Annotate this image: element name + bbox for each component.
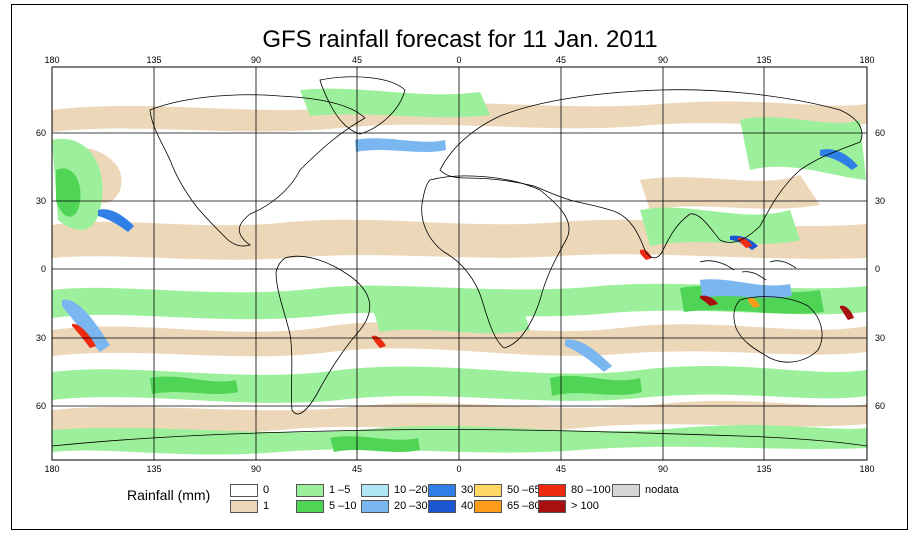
- lon-label: 45: [352, 55, 362, 65]
- lat-label: 0: [41, 264, 46, 274]
- indonesia-outline: [699, 260, 797, 281]
- legend-swatch: [428, 484, 456, 497]
- lon-label: 180: [44, 55, 59, 65]
- lon-label: 135: [146, 464, 161, 474]
- legend-swatch: [230, 500, 258, 513]
- figure-frame: [11, 4, 908, 530]
- legend-swatch: [361, 484, 389, 497]
- land-outlines: [52, 76, 867, 447]
- legend-label: 80 –100: [571, 484, 611, 496]
- legend-label: 0: [263, 484, 270, 496]
- lat-label: 30: [875, 196, 885, 206]
- lon-label: 90: [658, 55, 668, 65]
- lon-label: 90: [251, 464, 261, 474]
- lon-label: 135: [146, 55, 161, 65]
- lon-label: 180: [44, 464, 59, 474]
- lon-label: 135: [756, 464, 771, 474]
- lon-labels-bottom: 180 135 90 45 0 45 90 135 180: [44, 464, 874, 474]
- legend-swatch: [296, 484, 324, 497]
- graticule: [52, 67, 867, 460]
- lat-label: 0: [875, 264, 880, 274]
- legend-label: 20 –30: [394, 500, 428, 512]
- legend-label: 50 –65: [507, 484, 541, 496]
- legend-label: 1: [263, 500, 270, 512]
- lon-label: 45: [556, 55, 566, 65]
- lon-label: 180: [859, 55, 874, 65]
- rain-heavy-blue: [62, 138, 858, 372]
- legend-swatch: [474, 484, 502, 497]
- legend-label: > 100: [571, 500, 599, 512]
- legend-swatch: [538, 484, 566, 497]
- lon-label: 90: [251, 55, 261, 65]
- north-america-outline: [149, 94, 366, 247]
- lon-label: 0: [456, 464, 461, 474]
- lat-label: 30: [875, 333, 885, 343]
- rain-extreme-red: [72, 237, 854, 348]
- legend-label: nodata: [645, 484, 679, 496]
- legend-title: Rainfall (mm): [127, 487, 211, 503]
- lat-label: 60: [875, 401, 885, 411]
- antarctica-outline: [52, 429, 867, 447]
- south-america-outline: [275, 255, 371, 415]
- lon-label: 45: [556, 464, 566, 474]
- lat-labels-right: 60 30 0 30 60: [875, 128, 885, 411]
- legend-swatch: [538, 500, 566, 513]
- lat-labels-left: 60 30 0 30 60: [36, 128, 46, 411]
- legend-label: 5 –10: [329, 500, 357, 512]
- legend-swatch: [296, 500, 324, 513]
- map-area: [52, 67, 867, 460]
- africa-outline: [421, 175, 570, 349]
- lat-label: 60: [36, 128, 46, 138]
- legend-label: 10 –20: [394, 484, 428, 496]
- lon-label: 0: [456, 55, 461, 65]
- lon-label: 180: [859, 464, 874, 474]
- lat-label: 30: [36, 333, 46, 343]
- australia-outline: [733, 296, 823, 363]
- legend-swatch: [474, 500, 502, 513]
- lat-label: 60: [875, 128, 885, 138]
- lat-label: 30: [36, 196, 46, 206]
- lon-label: 45: [352, 464, 362, 474]
- legend-label: 1 –5: [329, 484, 351, 496]
- legend-swatch: [612, 484, 640, 497]
- eurasia-outline: [439, 89, 863, 259]
- legend-swatch: [361, 500, 389, 513]
- map-border: [51, 66, 868, 461]
- lon-labels-top: 180 135 90 45 0 45 90 135 180: [44, 55, 874, 65]
- legend-swatch: [230, 484, 258, 497]
- lon-label: 90: [658, 464, 668, 474]
- legend-swatch: [428, 500, 456, 513]
- lon-label: 135: [756, 55, 771, 65]
- map-title: GFS rainfall forecast for 11 Jan. 2011: [262, 26, 658, 53]
- lat-label: 60: [36, 401, 46, 411]
- legend-label: 65 –80: [507, 500, 541, 512]
